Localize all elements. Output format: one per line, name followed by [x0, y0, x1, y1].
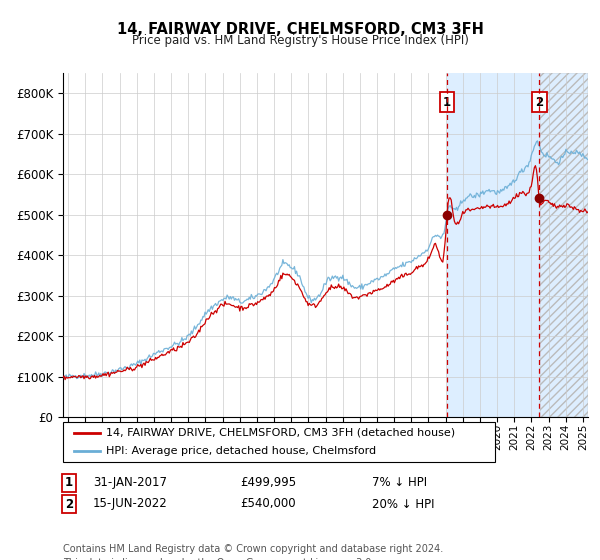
Text: 7% ↓ HPI: 7% ↓ HPI: [372, 476, 427, 489]
Bar: [447, 73, 588, 417]
Text: 2: 2: [535, 96, 544, 109]
Text: 15-JUN-2022: 15-JUN-2022: [93, 497, 168, 511]
FancyBboxPatch shape: [63, 422, 495, 462]
Text: 20% ↓ HPI: 20% ↓ HPI: [372, 497, 434, 511]
Text: HPI: Average price, detached house, Chelmsford: HPI: Average price, detached house, Chel…: [106, 446, 376, 456]
Bar: [540, 73, 588, 417]
Text: 1: 1: [65, 476, 73, 489]
Text: 14, FAIRWAY DRIVE, CHELMSFORD, CM3 3FH: 14, FAIRWAY DRIVE, CHELMSFORD, CM3 3FH: [116, 22, 484, 38]
Text: 14, FAIRWAY DRIVE, CHELMSFORD, CM3 3FH (detached house): 14, FAIRWAY DRIVE, CHELMSFORD, CM3 3FH (…: [106, 428, 455, 437]
Text: £499,995: £499,995: [240, 476, 296, 489]
Text: Contains HM Land Registry data © Crown copyright and database right 2024.
This d: Contains HM Land Registry data © Crown c…: [63, 544, 443, 560]
Text: 31-JAN-2017: 31-JAN-2017: [93, 476, 167, 489]
Text: £540,000: £540,000: [240, 497, 296, 511]
Text: 1: 1: [443, 96, 451, 109]
Text: Price paid vs. HM Land Registry's House Price Index (HPI): Price paid vs. HM Land Registry's House …: [131, 34, 469, 46]
Text: 2: 2: [65, 497, 73, 511]
